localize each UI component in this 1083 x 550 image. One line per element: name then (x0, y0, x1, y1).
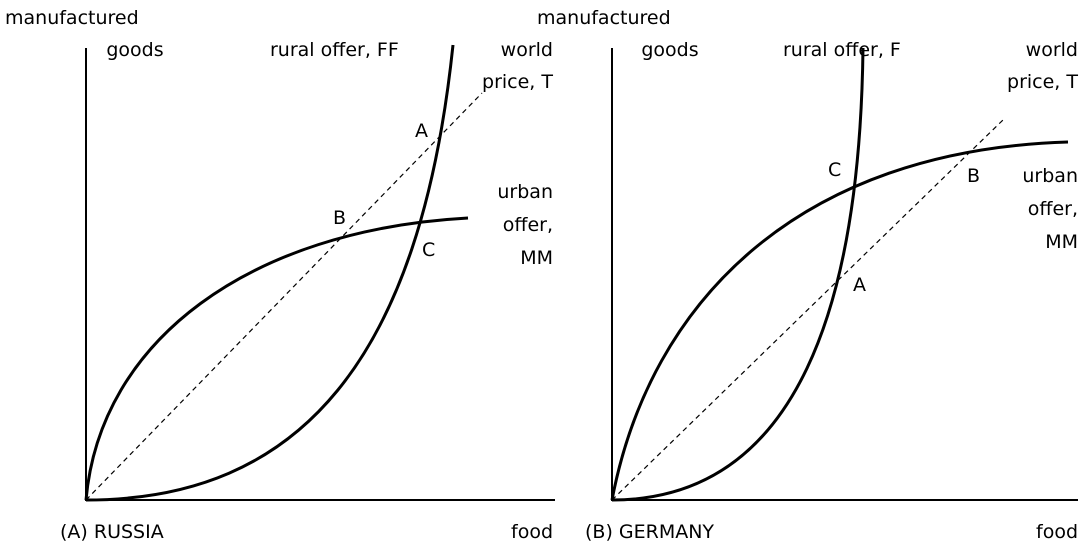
urban-label: MM (520, 247, 553, 269)
axes (85, 48, 555, 501)
world-price-line (611, 117, 1006, 501)
y-axis-label: manufactured (5, 7, 139, 29)
y-axis-label: goods (641, 39, 698, 61)
urban-label: offer, (503, 214, 553, 236)
point-label: B (333, 207, 346, 229)
world-price-line (85, 92, 483, 501)
panel-germany: manufactured goods rural offer, F world … (537, 7, 1078, 543)
point-label: A (415, 120, 428, 142)
rural-offer-curve (85, 44, 455, 502)
caption: (A) RUSSIA (60, 521, 164, 543)
rural-label: rural offer, F (783, 39, 901, 61)
urban-label: MM (1045, 231, 1078, 253)
world-label: price, T (1007, 71, 1078, 93)
y-axis-label: manufactured (537, 7, 671, 29)
rural-label: rural offer, FF (270, 39, 399, 61)
rural-offer-curve (611, 47, 865, 502)
y-axis-label: goods (106, 39, 163, 61)
x-axis-label: food (511, 521, 553, 543)
caption: (B) GERMANY (585, 521, 714, 543)
urban-offer-curve (610, 140, 1069, 501)
point-label: A (853, 274, 866, 296)
world-label: world (501, 39, 553, 61)
panel-russia: manufactured goods rural offer, FF world… (5, 7, 555, 543)
world-label: price, T (482, 71, 553, 93)
point-label: B (967, 165, 980, 187)
urban-label: urban (497, 181, 553, 203)
urban-label: offer, (1028, 198, 1078, 220)
world-label: world (1026, 39, 1078, 61)
point-label: C (422, 239, 435, 261)
x-axis-label: food (1036, 521, 1078, 543)
point-label: C (828, 159, 841, 181)
urban-label: urban (1022, 165, 1078, 187)
urban-offer-curve (84, 216, 469, 501)
